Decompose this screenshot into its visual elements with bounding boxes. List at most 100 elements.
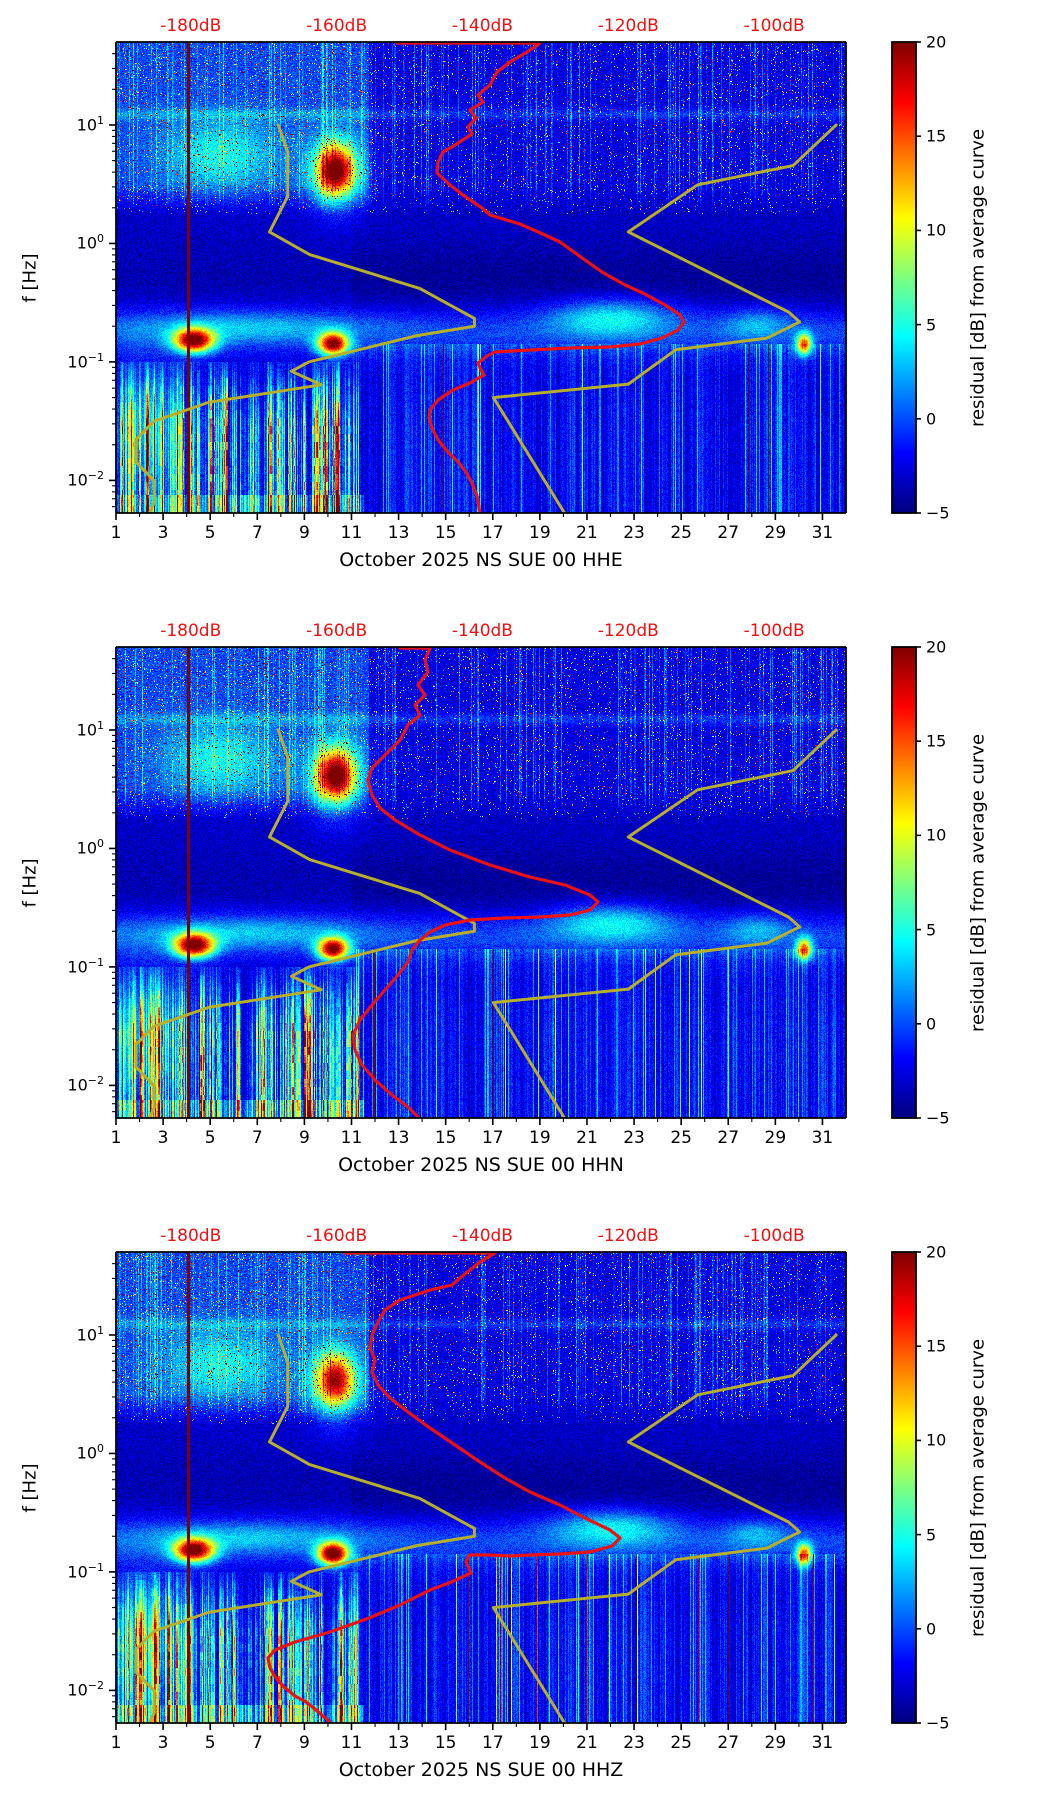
x-tick-label: 7 <box>251 1733 263 1753</box>
x-tick-label: 9 <box>298 523 310 543</box>
x-tick-label: 25 <box>670 1733 692 1753</box>
x-tick-label: 27 <box>717 1733 740 1753</box>
top-axis-db-label: -140dB <box>451 16 513 36</box>
x-tick-label: 5 <box>204 1128 216 1148</box>
y-tick-label: 10−2 <box>67 1074 104 1095</box>
colorbar-tick-label: 5 <box>926 920 937 940</box>
x-tick-label: 27 <box>717 1128 740 1148</box>
x-tick-label: 15 <box>434 1128 457 1148</box>
y-axis-label: f [Hz] <box>19 252 41 303</box>
y-axis-label: f [Hz] <box>19 857 41 908</box>
y-tick-label: 100 <box>76 232 104 253</box>
colorbar-tick-label: 10 <box>926 1430 947 1450</box>
top-axis-db-label: -140dB <box>451 621 513 641</box>
y-tick-label: 10−2 <box>67 1679 104 1700</box>
top-axis-db-label: -120dB <box>597 1226 659 1246</box>
x-tick-label: 19 <box>529 1733 551 1753</box>
y-tick-label: 10−1 <box>67 1560 104 1582</box>
x-tick-label: 29 <box>764 1733 787 1753</box>
x-tick-label: 25 <box>670 523 692 543</box>
x-tick-label: 1 <box>110 523 122 543</box>
y-tick-label: 100 <box>76 1442 104 1463</box>
x-tick-label: 9 <box>298 1128 310 1148</box>
colorbar-tick-label: 0 <box>926 1014 937 1034</box>
y-tick-label: 101 <box>76 113 104 135</box>
x-tick-label: 1 <box>110 1733 122 1753</box>
x-tick-label: 11 <box>340 1128 363 1148</box>
x-tick-label: 15 <box>434 523 457 543</box>
x-tick-label: 7 <box>251 1128 263 1148</box>
colorbar-label: residual [dB] from average curve <box>967 1338 989 1637</box>
x-tick-label: 11 <box>340 523 363 543</box>
spectrogram-canvas <box>116 1252 846 1723</box>
x-tick-label: 7 <box>251 523 263 543</box>
panel-title: October 2025 NS SUE 00 HHZ <box>338 1759 624 1781</box>
colorbar-tick-label: 15 <box>926 731 947 751</box>
spectrogram-canvas <box>116 647 846 1118</box>
x-tick-label: 23 <box>623 1128 645 1148</box>
x-tick-label: 21 <box>576 1733 598 1753</box>
x-tick-label: 15 <box>434 1733 457 1753</box>
x-tick-label: 5 <box>204 523 216 543</box>
x-tick-label: 3 <box>157 523 169 543</box>
x-tick-label: 25 <box>670 1128 692 1148</box>
top-axis-db-label: -180dB <box>160 621 222 641</box>
x-tick-label: 27 <box>717 523 740 543</box>
colorbar-tick-label: 5 <box>926 1525 937 1545</box>
top-axis-db-label: -120dB <box>597 621 659 641</box>
y-tick-label: 10−1 <box>67 350 104 372</box>
top-axis-db-label: -160dB <box>306 16 368 36</box>
x-tick-label: 17 <box>481 523 504 543</box>
colorbar-tick-label: −5 <box>926 1108 950 1128</box>
y-tick-label: 101 <box>76 1323 104 1345</box>
panel-title: October 2025 NS SUE 00 HHE <box>339 549 623 571</box>
top-axis-db-label: -100dB <box>743 621 805 641</box>
x-tick-label: 3 <box>157 1128 169 1148</box>
spectrogram-canvas <box>116 42 846 513</box>
colorbar-tick-label: −5 <box>926 503 950 523</box>
x-tick-label: 31 <box>811 523 834 543</box>
x-tick-label: 17 <box>481 1733 504 1753</box>
top-axis-db-label: -120dB <box>597 16 659 36</box>
top-axis-db-label: -140dB <box>451 1226 513 1246</box>
top-axis-db-label: -160dB <box>306 621 368 641</box>
x-tick-label: 19 <box>529 523 551 543</box>
colorbar-tick-label: 20 <box>926 1242 947 1262</box>
x-tick-label: 13 <box>387 523 410 543</box>
x-tick-label: 11 <box>340 1733 363 1753</box>
colorbar-tick-label: 10 <box>926 825 947 845</box>
y-tick-label: 100 <box>76 837 104 858</box>
x-tick-label: 21 <box>576 523 598 543</box>
x-tick-label: 1 <box>110 1128 122 1148</box>
colorbar-tick-label: 10 <box>926 220 947 240</box>
x-tick-label: 3 <box>157 1733 169 1753</box>
x-tick-label: 23 <box>623 1733 645 1753</box>
x-tick-label: 21 <box>576 1128 598 1148</box>
top-axis-db-label: -100dB <box>743 16 805 36</box>
y-tick-label: 10−2 <box>67 469 104 490</box>
colorbar <box>892 647 916 1118</box>
x-tick-label: 13 <box>387 1733 410 1753</box>
x-tick-label: 19 <box>529 1128 551 1148</box>
colorbar-label: residual [dB] from average curve <box>967 128 989 427</box>
panel-title: October 2025 NS SUE 00 HHN <box>338 1154 624 1176</box>
y-axis-label: f [Hz] <box>19 1462 41 1513</box>
x-tick-label: 29 <box>764 523 787 543</box>
top-axis-db-label: -180dB <box>160 1226 222 1246</box>
y-tick-label: 101 <box>76 718 104 740</box>
y-tick-label: 10−1 <box>67 955 104 977</box>
colorbar <box>892 42 916 513</box>
colorbar-tick-label: 15 <box>926 1336 947 1356</box>
top-axis-db-label: -160dB <box>306 1226 368 1246</box>
colorbar-tick-label: 15 <box>926 126 947 146</box>
x-tick-label: 13 <box>387 1128 410 1148</box>
x-tick-label: 31 <box>811 1128 834 1148</box>
x-tick-label: 17 <box>481 1128 504 1148</box>
colorbar-label: residual [dB] from average curve <box>967 733 989 1032</box>
x-tick-label: 5 <box>204 1733 216 1753</box>
x-tick-label: 9 <box>298 1733 310 1753</box>
top-axis-db-label: -100dB <box>743 1226 805 1246</box>
colorbar-tick-label: 0 <box>926 1619 937 1639</box>
colorbar <box>892 1252 916 1723</box>
